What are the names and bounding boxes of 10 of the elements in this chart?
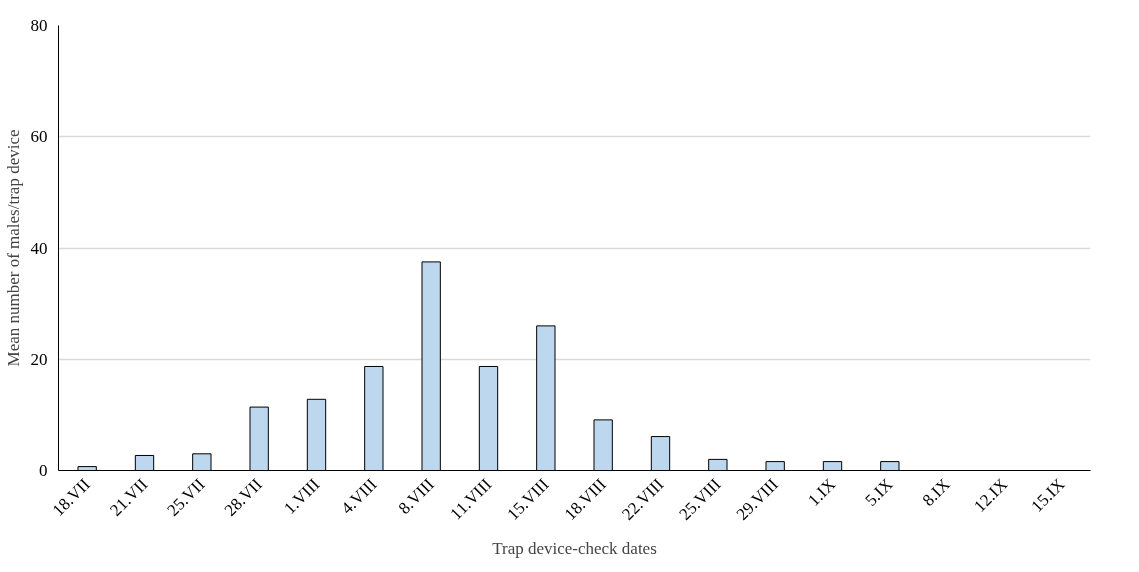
y-tick-label: 60 — [30, 127, 48, 147]
x-tick-label: 1.IX — [804, 474, 840, 510]
y-tick-label: 20 — [30, 349, 48, 369]
y-tick-label: 80 — [30, 16, 48, 35]
y-tick-label: 40 — [30, 238, 48, 258]
x-tick-label: 5.IX — [861, 474, 897, 510]
x-axis-title: Trap device-check dates — [492, 538, 657, 558]
y-axis-title: Mean number of males/trap device — [3, 129, 23, 367]
x-tick-label: 8.IX — [918, 474, 954, 510]
y-tick-label: 0 — [39, 461, 48, 480]
